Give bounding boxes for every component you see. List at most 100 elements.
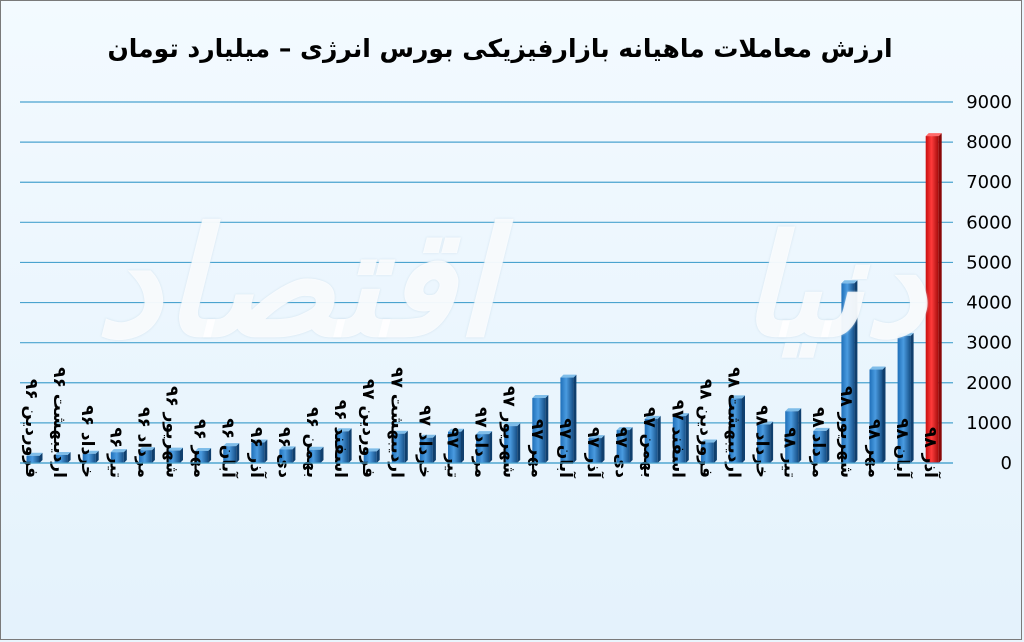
bar-side (629, 427, 633, 463)
x-tick-label: مرداد ۹۷ (471, 407, 491, 478)
bar (925, 136, 939, 463)
y-tick-label: 2000 (966, 373, 1012, 394)
y-tick-label: 9000 (966, 92, 1012, 113)
bar-side (573, 374, 577, 463)
bar (110, 452, 124, 463)
bar (223, 446, 237, 463)
bar-side (601, 435, 605, 463)
bar-top (307, 446, 324, 450)
bar (335, 431, 349, 463)
bar-side (180, 447, 183, 463)
bar (504, 426, 518, 463)
bar-top (616, 427, 633, 431)
bar-top (251, 439, 268, 443)
bar-top (476, 431, 493, 435)
bar-side (320, 446, 324, 463)
bar (616, 430, 630, 463)
bar-top (82, 450, 99, 454)
bar-side (713, 439, 717, 463)
x-tick-label: بهمن ۹۶ (302, 407, 322, 478)
bar-top (785, 408, 802, 412)
bar (167, 450, 180, 463)
y-tick-label: 4000 (966, 293, 1012, 314)
x-tick-label: شهریور ۹۸ (836, 386, 856, 478)
bar-top (448, 428, 464, 432)
bar-top (729, 395, 745, 399)
bar-side (657, 415, 661, 463)
x-tick-label: دی ۹۶ (274, 427, 294, 478)
x-tick-label: خرداد ۹۶ (77, 405, 97, 478)
x-tick-label: شهریور ۹۷ (499, 386, 519, 478)
bar (869, 369, 883, 463)
bar-side (39, 452, 43, 463)
bar-top (223, 443, 240, 447)
x-tick-label: اردیبهشت ۹۷ (386, 367, 406, 478)
bar-side (376, 448, 380, 463)
bar (729, 398, 742, 463)
bar-top (335, 428, 352, 432)
bar-side (292, 446, 296, 463)
bar (54, 454, 68, 463)
x-tick-label: خرداد ۹۸ (752, 405, 772, 478)
bar-top (26, 452, 43, 456)
bar-top (869, 366, 886, 370)
bar (26, 455, 40, 463)
bar-side (404, 430, 408, 463)
x-tick-label: آذر ۹۸ (920, 427, 942, 479)
x-tick-label: اردیبهشت ۹۸ (724, 367, 744, 478)
bar-top (925, 133, 942, 137)
x-tick-label: اسفند ۹۶ (330, 400, 350, 478)
bar-top (644, 415, 661, 419)
bar-top (363, 448, 380, 452)
x-tick-label: تیر ۹۶ (105, 427, 125, 478)
bar (363, 451, 377, 463)
bar (419, 437, 433, 463)
bar-top (138, 447, 155, 451)
y-tick-label: 1000 (966, 413, 1012, 434)
x-tick-label: مهر ۹۸ (864, 419, 884, 478)
x-tick-label: آذر ۹۶ (246, 427, 268, 479)
x-tick-label: اسفند ۹۷ (667, 400, 687, 478)
bar (307, 449, 321, 463)
bar (757, 424, 771, 463)
bar-top (532, 395, 549, 399)
bar (841, 283, 855, 463)
bar (448, 431, 461, 463)
bar (785, 411, 799, 463)
x-tick-label: خرداد ۹۷ (414, 405, 434, 478)
bar (391, 433, 405, 463)
bar-side (517, 423, 521, 463)
bar-top (195, 447, 212, 451)
bar-top (504, 423, 521, 427)
bar-side (685, 413, 689, 463)
bar (195, 450, 209, 463)
bar (82, 453, 96, 463)
y-tick-label: 6000 (966, 212, 1012, 233)
bar-side (770, 421, 774, 463)
x-tick-label: شهریور ۹۶ (162, 386, 182, 478)
bar (588, 438, 602, 463)
bar-top (419, 434, 436, 438)
bar-side (798, 408, 802, 463)
bar-top (700, 439, 717, 443)
bar (138, 450, 152, 463)
bar-side (826, 427, 830, 463)
bar-side (489, 431, 493, 463)
bar-side (461, 428, 464, 463)
bar-side (938, 133, 942, 463)
bar-side (208, 447, 212, 463)
bar (700, 442, 714, 463)
bar-top (279, 446, 296, 450)
x-tick-label: مرداد ۹۶ (133, 407, 153, 478)
y-tick-label: 5000 (966, 252, 1012, 273)
bar-side (123, 449, 127, 463)
x-tick-label: فروردین ۹۶ (21, 379, 41, 478)
bar (476, 434, 490, 463)
x-tick-label: مرداد ۹۸ (808, 407, 828, 478)
chart-title: ارزش معاملات ماهیانه بازارفیزیکی بورس ان… (107, 34, 893, 63)
bar-side (348, 428, 352, 463)
bar-top (813, 427, 830, 431)
x-tick-label: فروردین ۹۸ (695, 379, 715, 478)
bar (532, 398, 546, 463)
